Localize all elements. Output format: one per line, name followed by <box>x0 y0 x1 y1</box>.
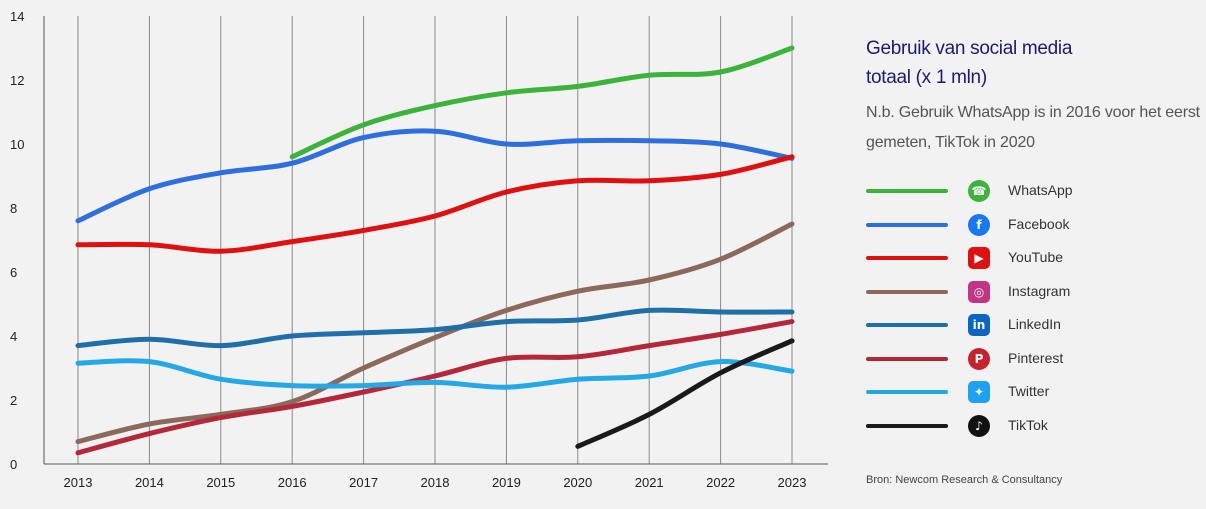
x-tick-label: 2022 <box>706 475 735 490</box>
series-line-instagram <box>75 221 795 445</box>
legend-swatch <box>866 289 948 294</box>
legend-label: LinkedIn <box>1008 316 1061 332</box>
x-tick-label: 2017 <box>349 475 378 490</box>
x-tick-label: 2014 <box>135 475 164 490</box>
legend-item-pinterest: P Pinterest <box>866 343 1166 377</box>
x-tick-label: 2015 <box>206 475 235 490</box>
x-tick-label: 2023 <box>778 475 807 490</box>
legend-item-tiktok: ♪ TikTok <box>866 410 1166 444</box>
y-tick-label: 12 <box>10 73 24 88</box>
legend-item-facebook: f Facebook <box>866 209 1166 243</box>
series-line-facebook <box>75 128 795 224</box>
legend-swatch <box>866 423 948 428</box>
twitter-icon: ✦ <box>968 381 990 403</box>
legend-label: Facebook <box>1008 215 1070 232</box>
whatsapp-icon: ☎ <box>968 180 990 202</box>
source-credit: Bron: Newcom Research & Consultancy <box>866 474 1063 486</box>
legend-item-twitter: ✦ Twitter <box>866 376 1166 410</box>
y-tick-label: 14 <box>10 9 24 24</box>
x-tick-label: 2016 <box>278 475 307 490</box>
legend-item-instagram: ◎ Instagram <box>866 276 1166 310</box>
legend-item-youtube: ▶ YouTube <box>866 242 1166 276</box>
legend-swatch <box>866 189 948 193</box>
series-line-linkedin <box>75 307 795 349</box>
x-tick-label: 2018 <box>421 475 450 490</box>
legend-label: Twitter <box>1008 383 1050 399</box>
legend-swatch <box>866 390 948 394</box>
line-chart: 2013 2014 2015 2016 2017 2018 2019 2020 2021 2022… <box>10 9 828 490</box>
legend-label: TikTok <box>1008 416 1048 433</box>
y-tick-label: 4 <box>10 329 17 344</box>
series-line-twitter <box>75 358 795 390</box>
legend-swatch <box>866 323 948 327</box>
x-tick-label: 2019 <box>492 475 521 490</box>
legend-swatch <box>866 256 948 260</box>
youtube-icon: ▶ <box>968 247 990 269</box>
legend-label: YouTube <box>1008 249 1064 265</box>
instagram-icon: ◎ <box>968 280 990 303</box>
chart-note: N.b. Gebruik WhatsApp is in 2016 voor he… <box>866 104 1200 151</box>
series-line-whatsapp <box>289 45 795 160</box>
chart-header: Gebruik van social media totaal (x 1 mln… <box>866 34 1201 158</box>
y-tick-label: 10 <box>10 137 24 152</box>
facebook-icon: f <box>968 213 990 236</box>
chart-title-line-2: totaal (x 1 mln) <box>866 67 987 88</box>
y-tick-label: 6 <box>10 265 17 280</box>
legend-label: Pinterest <box>1008 349 1064 366</box>
legend-label: WhatsApp <box>1008 182 1073 198</box>
series-line-pinterest <box>75 319 795 456</box>
linkedin-icon: in <box>968 314 990 336</box>
legend-label: Instagram <box>1008 282 1071 299</box>
legend: ☎ WhatsApp f Facebook ▶ YouTube ◎ Instagram in Li… <box>866 175 1166 443</box>
y-tick-label: 2 <box>10 393 17 408</box>
x-tick-label: 2020 <box>563 475 592 490</box>
x-tick-label: 2021 <box>635 475 664 490</box>
y-tick-label: 0 <box>10 457 17 472</box>
tiktok-icon: ♪ <box>968 414 990 437</box>
legend-item-linkedin: in LinkedIn <box>866 309 1166 343</box>
series-line-youtube <box>75 154 795 254</box>
legend-swatch <box>866 356 948 361</box>
x-tick-label: 2013 <box>64 475 93 490</box>
legend-swatch <box>866 222 948 227</box>
pinterest-icon: P <box>968 347 990 370</box>
series-line-tiktok <box>575 338 795 449</box>
legend-item-whatsapp: ☎ WhatsApp <box>866 175 1166 209</box>
chart-title-line-1: Gebruik van social media <box>866 38 1073 59</box>
y-tick-label: 8 <box>10 201 17 216</box>
